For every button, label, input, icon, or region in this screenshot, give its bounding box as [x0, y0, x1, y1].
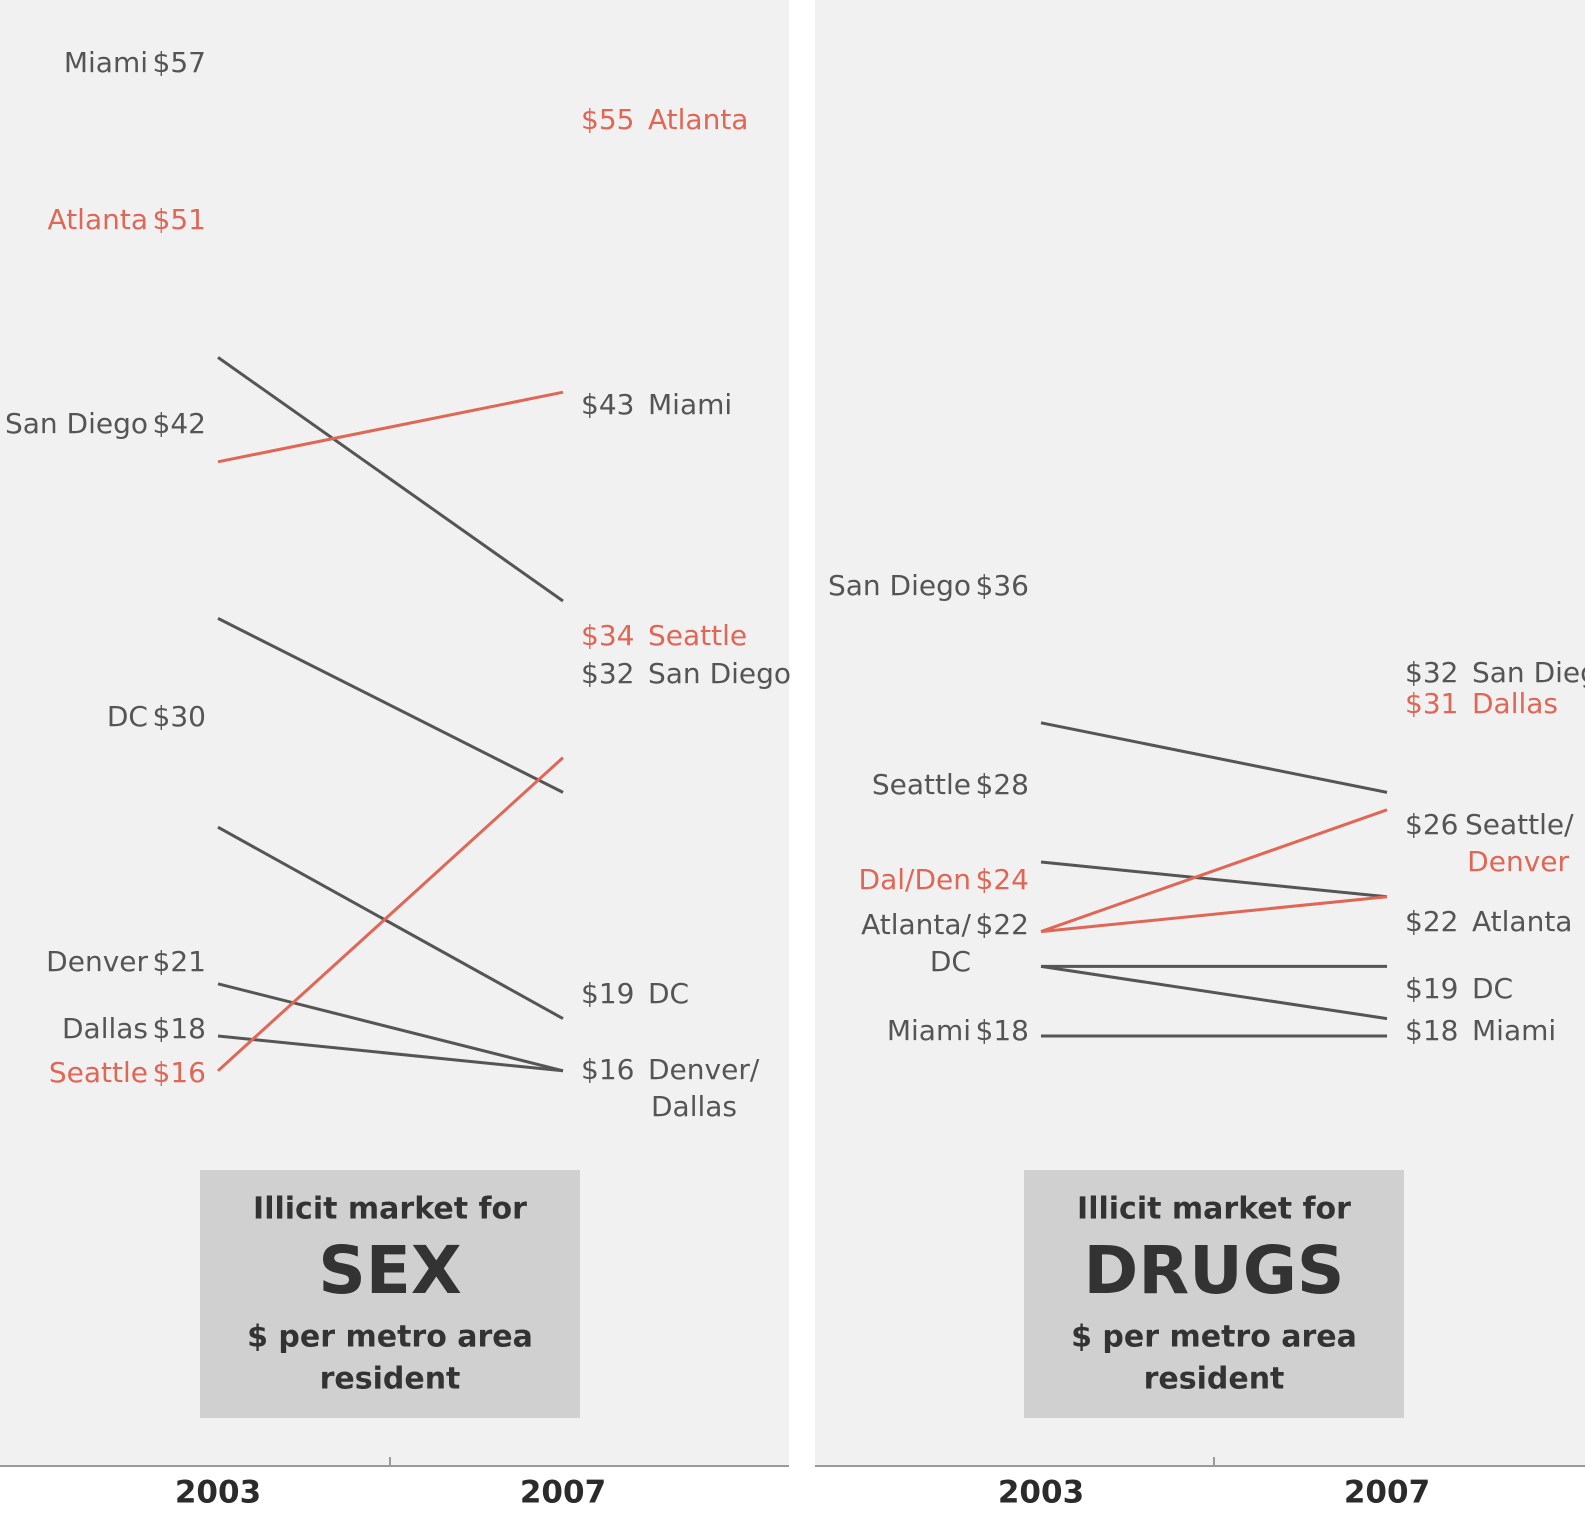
title-box-main: DRUGS — [1084, 1232, 1345, 1309]
left-city-label-seattle: Seattle — [49, 1056, 148, 1089]
right-city-label-dc: DC — [1472, 972, 1513, 1005]
right-value-label-miami: $43 — [581, 388, 634, 421]
left-value-label-atlanta: $51 — [153, 203, 206, 236]
right-value-label-seattle: $34 — [581, 619, 634, 652]
right-value-label-dc: $19 — [1405, 972, 1458, 1005]
left-value-label-dal-den: $24 — [976, 863, 1029, 896]
series-line-dc — [1040, 964, 1388, 1021]
left-value-label-denver: $21 — [153, 945, 206, 978]
right-city-label-seattle: Seattle/ — [1465, 808, 1574, 841]
right-value-label-atlanta: $22 — [1405, 905, 1458, 938]
right-value-label-atlanta: $55 — [581, 103, 634, 136]
right-value-label-dallas: $31 — [1405, 687, 1458, 720]
right-value-label-miami: $18 — [1405, 1014, 1458, 1047]
right-city-label-dc: DC — [648, 977, 689, 1010]
left-city-label-seattle: Seattle — [872, 768, 971, 801]
series-line-dallas — [217, 1034, 564, 1073]
left-city-label-dc: DC — [107, 700, 148, 733]
left-city-label-miami: Miami — [64, 46, 148, 79]
x-tick-label-2003: 2003 — [175, 1475, 261, 1511]
left-city-label-miami: Miami — [887, 1014, 971, 1047]
series-line-dallas — [1040, 808, 1388, 934]
x-tick-label-2007: 2007 — [520, 1475, 606, 1511]
right-value-label-san-diego: $32 — [1405, 656, 1458, 689]
title-box-line2: $ per metro area — [1071, 1320, 1357, 1355]
left-value-label-seattle: $16 — [153, 1056, 206, 1089]
series-line-san-diego — [217, 617, 564, 794]
title-box-line1: Illicit market for — [1077, 1192, 1351, 1227]
right-city-label-miami: Miami — [648, 388, 732, 421]
left-city-label-dal-den: Dal/Den — [859, 863, 971, 896]
left-value-label-miami: $18 — [976, 1014, 1029, 1047]
left-city-label-dallas: Dallas — [62, 1012, 148, 1045]
right-city-label-miami: Miami — [1472, 1014, 1556, 1047]
title-box-main: SEX — [318, 1232, 462, 1309]
left-value-label-dallas: $18 — [153, 1012, 206, 1045]
x-tick-label-2007: 2007 — [1344, 1475, 1430, 1511]
left-city-label-line2: DC — [930, 945, 971, 978]
left-value-label-san-diego: $42 — [153, 407, 206, 440]
right-value-label-dc: $19 — [581, 977, 634, 1010]
left-city-label-atlanta: Atlanta — [48, 203, 148, 236]
left-city-label-san-diego: San Diego — [5, 407, 148, 440]
title-box-line2: $ per metro area — [247, 1320, 533, 1355]
series-line-denver — [1040, 895, 1388, 934]
left-value-label-miami: $57 — [153, 46, 206, 79]
title-box-line1: Illicit market for — [253, 1192, 527, 1227]
right-city-label-san-diego: San Diego — [1472, 656, 1585, 689]
right-city-label-dallas: Dallas — [1472, 687, 1558, 720]
right-city-label-atlanta: Atlanta — [648, 103, 748, 136]
left-value-label-dc: $30 — [153, 700, 206, 733]
series-line-seattle — [1040, 860, 1388, 899]
series-line-atlanta — [217, 390, 564, 464]
left-value-label-san-diego: $36 — [976, 569, 1029, 602]
series-line-denver — [217, 982, 564, 1073]
x-tick-label-2003: 2003 — [998, 1475, 1084, 1511]
series-line-seattle — [216, 756, 565, 1072]
right-city-label-denver: Denver/ — [648, 1053, 760, 1086]
title-box — [200, 1170, 580, 1418]
right-city-label-san-diego: San Diego — [648, 657, 791, 690]
series-line-dc — [217, 825, 564, 1020]
left-city-label-atlanta: Atlanta/ — [861, 908, 971, 941]
right-city-label-seattle: Seattle — [648, 619, 747, 652]
left-city-label-denver: Denver — [46, 945, 148, 978]
title-box-line3: resident — [1144, 1362, 1285, 1397]
left-city-label-san-diego: San Diego — [828, 569, 971, 602]
series-line-miami — [217, 356, 564, 603]
right-city-label-line2: Denver — [1467, 845, 1569, 878]
title-box-line3: resident — [320, 1362, 461, 1397]
right-value-label-denver: $16 — [581, 1053, 634, 1086]
left-value-label-seattle: $28 — [976, 768, 1029, 801]
right-city-label-atlanta: Atlanta — [1472, 905, 1572, 938]
right-value-label-seattle: $26 — [1405, 808, 1458, 841]
series-line-san-diego — [1040, 721, 1388, 794]
right-value-label-san-diego: $32 — [581, 657, 634, 690]
title-box — [1024, 1170, 1404, 1418]
right-city-label-line2: Dallas — [651, 1090, 737, 1123]
left-value-label-atlanta: $22 — [976, 908, 1029, 941]
